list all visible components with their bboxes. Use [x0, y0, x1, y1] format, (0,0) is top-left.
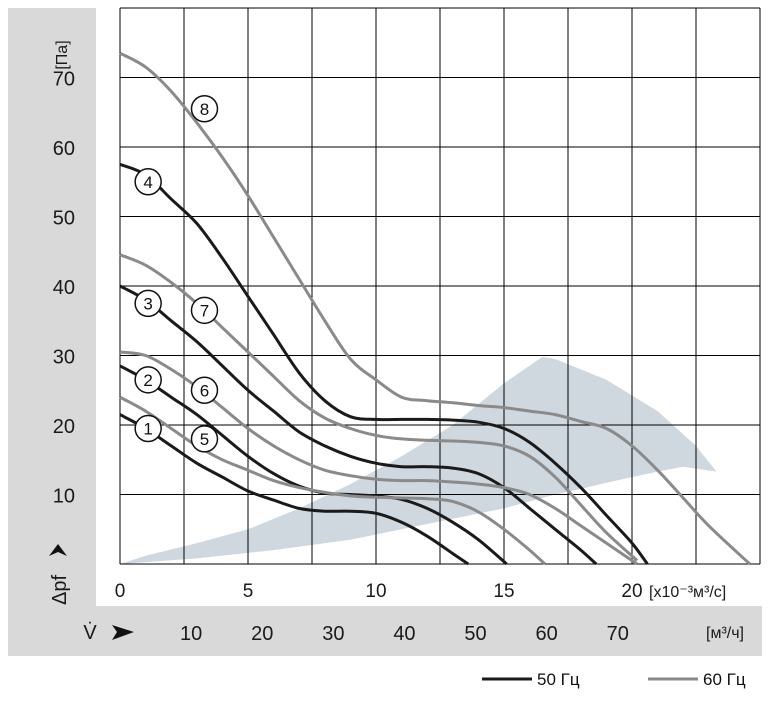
curve-label-circle-2: [134, 366, 162, 394]
curve-label-8: 8: [200, 100, 209, 119]
curve-labels-layer: 1 2 3 4 5 6 7 8: [134, 95, 219, 453]
grid: [119, 7, 761, 565]
y-axis-band: [8, 8, 96, 620]
y-tick-label: 70: [53, 69, 75, 91]
curve-label-circle-5: [190, 425, 219, 453]
series-line-4: [119, 162, 649, 565]
secondary-axis-symbol: V̇: [83, 622, 97, 644]
curve-label-2: 2: [143, 371, 152, 390]
y-tick-label: 20: [53, 416, 75, 438]
secondary-tick-label: 30: [322, 623, 344, 645]
secondary-tick-label: 20: [251, 623, 273, 645]
secondary-tick-label: 70: [607, 623, 629, 645]
secondary-axis-unit: [м³/ч]: [706, 625, 744, 642]
y-tick-label: 60: [53, 138, 75, 160]
legend-label-50hz: 50 Гц: [537, 670, 580, 689]
series-line-8: [119, 51, 751, 566]
series-line-3: [119, 284, 598, 566]
secondary-tick-label: 50: [464, 623, 486, 645]
curve-label-circle-4: [134, 168, 162, 196]
y-axis-label: Δpf: [49, 575, 71, 605]
series-line-1: [119, 413, 470, 566]
secondary-axis-arrow-icon: [112, 625, 134, 640]
y-axis-arrow-icon: [49, 544, 67, 556]
curve-label-circle-1: [134, 414, 162, 443]
secondary-tick-label: 60: [536, 623, 558, 645]
curve-label-circle-7: [190, 296, 219, 325]
curve-label-circle-3: [134, 289, 162, 318]
x-tick-label: 15: [493, 581, 514, 602]
x-tick-label: 10: [365, 581, 386, 602]
operating-region-layer: [120, 356, 717, 564]
y-unit: [Па]: [54, 40, 71, 69]
operating-region: [120, 356, 717, 564]
y-tick-label: 10: [53, 486, 75, 508]
x-tick-label: 0: [115, 581, 126, 602]
curve-label-circle-8: [190, 95, 219, 123]
secondary-tick-label: 40: [393, 623, 415, 645]
curve-label-4: 4: [143, 173, 152, 192]
x-tick-labels: 0 5 10 15 20: [115, 581, 643, 602]
y-tick-label: 30: [53, 347, 75, 369]
secondary-tick-labels: 10 20 30 40 50 60 70: [180, 623, 629, 645]
legend-label-60hz: 60 Гц: [703, 670, 746, 689]
x-unit: [x10⁻³м³/с]: [649, 584, 726, 601]
secondary-tick-label: 10: [180, 623, 202, 645]
curve-label-circle-6: [190, 376, 219, 404]
curve-label-1: 1: [143, 419, 152, 438]
curve-label-7: 7: [200, 301, 209, 320]
y-tick-labels: 10 20 30 40 50 60 70: [53, 69, 75, 508]
x-tick-label: 5: [243, 581, 254, 602]
secondary-axis-band: [8, 606, 762, 656]
curve-label-3: 3: [143, 294, 152, 313]
legend: 50 Гц 60 Гц: [482, 670, 746, 689]
x-tick-label: 20: [621, 581, 642, 602]
y-tick-label: 50: [53, 208, 75, 230]
y-tick-label: 40: [53, 277, 75, 299]
curve-label-5: 5: [200, 430, 209, 449]
curve-label-6: 6: [200, 381, 209, 400]
